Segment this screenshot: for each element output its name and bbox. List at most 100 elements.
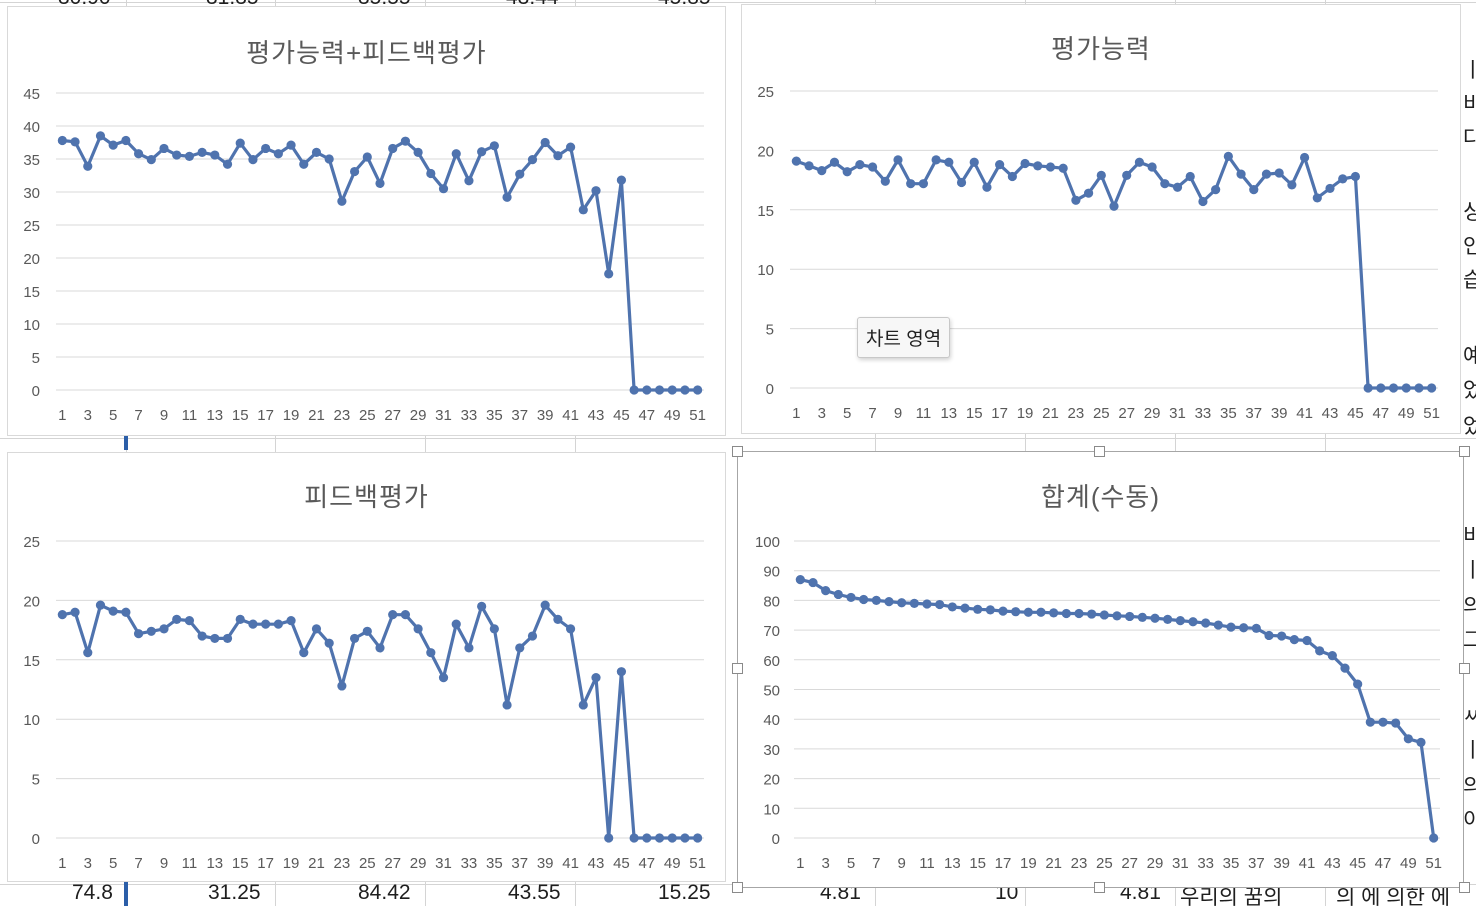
- data-point: [133, 629, 144, 639]
- resize-handle[interactable]: [732, 446, 743, 457]
- cell[interactable]: 다: [1463, 127, 1476, 150]
- data-point: [197, 631, 207, 641]
- x-tick-label: 51: [1425, 855, 1442, 872]
- data-point: [565, 624, 576, 634]
- data-point: [842, 167, 852, 177]
- data-point: [527, 631, 538, 641]
- data-point: [817, 165, 827, 176]
- data-point: [438, 184, 449, 194]
- series-line: [62, 603, 698, 840]
- cell[interactable]: 그: [1463, 629, 1476, 652]
- resize-handle[interactable]: [1459, 663, 1470, 674]
- y-tick-label: 30: [763, 742, 780, 759]
- data-point: [1289, 635, 1299, 645]
- data-point: [985, 605, 995, 615]
- chart-title: 평가능력+피드백평가: [246, 38, 487, 68]
- cell[interactable]: 45.85: [658, 0, 711, 10]
- cell[interactable]: 43.44: [506, 0, 559, 10]
- data-point: [821, 585, 831, 596]
- x-tick-label: 51: [689, 855, 706, 872]
- data-point: [108, 606, 118, 616]
- data-point: [57, 135, 67, 146]
- selection-marker: [124, 880, 128, 906]
- cell[interactable]: ㅣ: [1463, 559, 1476, 582]
- data-point: [210, 150, 220, 160]
- y-tick-label: 15: [757, 203, 774, 220]
- x-tick-label: 29: [410, 407, 427, 424]
- x-tick-label: 25: [359, 407, 376, 424]
- cell[interactable]: 74.8: [72, 881, 113, 904]
- resize-handle[interactable]: [732, 663, 743, 674]
- cell[interactable]: 비: [1463, 525, 1476, 548]
- cell[interactable]: 의: [1463, 775, 1476, 798]
- cell[interactable]: ㅣ: [1463, 739, 1476, 762]
- cell[interactable]: 인: [1463, 235, 1476, 258]
- data-point: [859, 594, 869, 605]
- x-tick-label: 21: [1045, 855, 1062, 872]
- cell[interactable]: 우리의 꿈의: [1180, 886, 1283, 909]
- cell[interactable]: 습: [1463, 269, 1476, 292]
- cell[interactable]: 었: [1463, 415, 1476, 438]
- cell[interactable]: 15.25: [658, 881, 711, 904]
- data-point: [324, 638, 334, 648]
- y-tick-label: 20: [23, 593, 40, 610]
- data-point: [1058, 163, 1068, 173]
- data-point: [324, 154, 334, 164]
- data-point: [172, 150, 182, 160]
- data-point: [1274, 168, 1284, 178]
- cell[interactable]: 의 에 의한 에: [1336, 886, 1451, 909]
- x-tick-label: 25: [359, 855, 376, 872]
- x-tick-label: 21: [1042, 405, 1059, 422]
- resize-handle[interactable]: [732, 882, 743, 893]
- data-point: [960, 603, 970, 613]
- cell[interactable]: 31.35: [206, 0, 259, 10]
- x-tick-label: 27: [1118, 405, 1135, 422]
- x-tick-label: 21: [308, 855, 325, 872]
- cell[interactable]: 예: [1463, 345, 1476, 368]
- cell[interactable]: ㅣ: [1463, 59, 1476, 82]
- cell[interactable]: 비: [1463, 93, 1476, 116]
- data-point: [604, 269, 614, 279]
- y-tick-label: 0: [32, 831, 40, 848]
- data-point: [553, 614, 563, 625]
- x-tick-label: 17: [257, 855, 274, 872]
- cell[interactable]: 31.25: [208, 881, 261, 904]
- data-point: [1172, 182, 1183, 192]
- chart-evaluation-line[interactable]: 평가능력 0 5 10 15 20 25 1 3 5 7 9 11 13 15 17 19 21 23 25 27 29…: [741, 4, 1461, 434]
- data-point: [1376, 383, 1386, 393]
- cell[interactable]: 의: [1463, 595, 1476, 618]
- x-tick-label: 29: [410, 855, 427, 872]
- cell[interactable]: 84.42: [358, 881, 411, 904]
- x-tick-label: 15: [232, 407, 249, 424]
- data-point: [1403, 734, 1413, 744]
- data-point: [1160, 179, 1170, 189]
- cell[interactable]: 30.90: [58, 0, 111, 10]
- y-tick-label: 0: [766, 381, 774, 398]
- chart-feedback-line[interactable]: 피드백평가 0 5 10 15 20 25 1 3 5 7 9 11 13 15 17 19 21 23 25 27 2…: [7, 452, 726, 882]
- y-tick-label: 10: [23, 712, 40, 729]
- chart-total-line[interactable]: 평가능력+피드백평가 0 5 10 15 20 25 30 35 40 45 1 3 5 7 9 11 13 15…: [7, 6, 726, 436]
- data-point: [654, 833, 665, 843]
- cell[interactable]: ㅆ: [1463, 705, 1476, 728]
- cell[interactable]: 었: [1463, 379, 1476, 402]
- resize-handle[interactable]: [1459, 446, 1470, 457]
- selection-marker: [124, 436, 128, 450]
- data-point: [1388, 383, 1399, 393]
- data-point: [1023, 607, 1033, 617]
- cell[interactable]: 43.55: [508, 881, 561, 904]
- resize-handle[interactable]: [1459, 882, 1470, 893]
- x-tick-label: 45: [613, 407, 630, 424]
- data-point: [95, 131, 106, 141]
- resize-handle[interactable]: [1094, 446, 1105, 457]
- data-point: [235, 138, 245, 148]
- chart-sum-line[interactable]: 합계(수동) 0 10 20 30 40 50 60 70 80 90 100 1 3 5 7 9 11 13 15…: [737, 451, 1464, 888]
- data-point: [1299, 152, 1310, 163]
- cell[interactable]: 싱: [1463, 201, 1476, 224]
- data-point: [578, 700, 588, 710]
- data-point: [349, 633, 360, 644]
- cell[interactable]: 이: [1463, 809, 1476, 832]
- x-tick-label: 1: [796, 855, 804, 872]
- resize-handle[interactable]: [1094, 882, 1105, 893]
- data-point: [1239, 623, 1249, 633]
- cell[interactable]: 35.55: [358, 0, 411, 10]
